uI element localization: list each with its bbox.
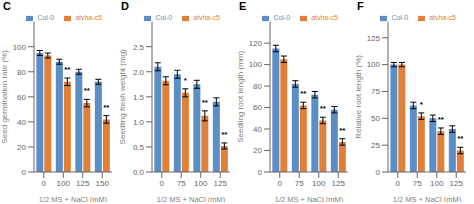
svg-text:25: 25 bbox=[371, 141, 380, 150]
svg-text:*: * bbox=[184, 76, 188, 85]
svg-text:100: 100 bbox=[249, 60, 263, 69]
svg-text:0: 0 bbox=[278, 179, 283, 188]
svg-text:100: 100 bbox=[194, 179, 208, 188]
svg-text:1/2 MS + NaCl (mM): 1/2 MS + NaCl (mM) bbox=[39, 195, 108, 202]
svg-text:2.5: 2.5 bbox=[133, 43, 145, 52]
svg-text:0.0: 0.0 bbox=[133, 168, 145, 177]
svg-text:20: 20 bbox=[253, 146, 262, 155]
html-text:atvha-c5: atvha-c5 bbox=[429, 14, 456, 21]
html-text:atvha-c5: atvha-c5 bbox=[311, 14, 338, 21]
svg-text:0.5: 0.5 bbox=[133, 143, 145, 152]
svg-text:Relative root length (%): Relative root length (%) bbox=[354, 55, 363, 139]
svg-text:40: 40 bbox=[253, 125, 262, 134]
svg-text:125: 125 bbox=[214, 179, 228, 188]
svg-text:1.0: 1.0 bbox=[133, 118, 145, 127]
svg-text:100: 100 bbox=[367, 60, 381, 69]
svg-text:**: ** bbox=[457, 134, 464, 143]
html-text:Col-0: Col-0 bbox=[37, 14, 55, 21]
html-text:E: E bbox=[239, 0, 247, 12]
html-text:D: D bbox=[121, 0, 129, 12]
svg-text:100: 100 bbox=[13, 43, 27, 52]
svg-text:*: * bbox=[420, 100, 424, 109]
svg-text:**: ** bbox=[84, 86, 91, 95]
svg-text:60: 60 bbox=[17, 93, 26, 102]
svg-text:75: 75 bbox=[295, 179, 304, 188]
svg-text:0: 0 bbox=[22, 168, 27, 177]
svg-text:1/2 MS + NaCl (mM): 1/2 MS + NaCl (mM) bbox=[275, 195, 344, 202]
svg-text:Seedling fresh weight (mg): Seedling fresh weight (mg) bbox=[118, 49, 127, 144]
svg-text:**: ** bbox=[438, 115, 445, 124]
svg-text:Seed germination rate (%): Seed germination rate (%) bbox=[8, 50, 9, 144]
svg-text:**: ** bbox=[339, 126, 346, 135]
svg-text:125: 125 bbox=[76, 179, 90, 188]
svg-text:120: 120 bbox=[249, 39, 263, 48]
html-text:F: F bbox=[357, 0, 364, 12]
svg-text:80: 80 bbox=[17, 68, 26, 77]
svg-text:40: 40 bbox=[17, 118, 26, 127]
svg-text:125: 125 bbox=[450, 179, 464, 188]
svg-text:1/2 MS + NaCl (mM): 1/2 MS + NaCl (mM) bbox=[157, 195, 226, 202]
svg-text:Seedling root length (mm): Seedling root length (mm) bbox=[236, 50, 245, 142]
html-text:atvha-c5: atvha-c5 bbox=[75, 14, 102, 21]
svg-text:**: ** bbox=[64, 65, 71, 74]
html-text:C: C bbox=[3, 0, 11, 12]
svg-text:125: 125 bbox=[367, 34, 381, 43]
svg-text:100: 100 bbox=[430, 179, 444, 188]
html-text:Col-0: Col-0 bbox=[155, 14, 173, 21]
svg-text:**: ** bbox=[300, 89, 307, 98]
svg-text:100: 100 bbox=[312, 179, 326, 188]
svg-text:1.5: 1.5 bbox=[133, 93, 145, 102]
html-text:Col-0: Col-0 bbox=[273, 14, 291, 21]
svg-text:1/2 MS + NaCl (mM): 1/2 MS + NaCl (mM) bbox=[393, 195, 462, 202]
svg-text:0: 0 bbox=[42, 179, 47, 188]
svg-text:80: 80 bbox=[253, 82, 262, 91]
svg-text:**: ** bbox=[221, 130, 228, 139]
svg-text:100: 100 bbox=[57, 179, 71, 188]
svg-text:60: 60 bbox=[253, 103, 262, 112]
svg-text:0: 0 bbox=[160, 179, 165, 188]
svg-text:0: 0 bbox=[396, 179, 401, 188]
svg-text:75: 75 bbox=[371, 87, 380, 96]
svg-text:2.0: 2.0 bbox=[133, 68, 145, 77]
svg-text:**: ** bbox=[202, 98, 209, 107]
svg-text:125: 125 bbox=[332, 179, 346, 188]
svg-text:**: ** bbox=[103, 103, 110, 112]
svg-text:75: 75 bbox=[177, 179, 186, 188]
svg-text:0: 0 bbox=[258, 168, 263, 177]
svg-text:20: 20 bbox=[17, 143, 26, 152]
svg-text:0: 0 bbox=[376, 168, 381, 177]
html-text:atvha-c5: atvha-c5 bbox=[193, 14, 220, 21]
html-text:Col-0: Col-0 bbox=[391, 14, 409, 21]
svg-text:**: ** bbox=[320, 104, 327, 113]
svg-text:50: 50 bbox=[371, 114, 380, 123]
svg-text:75: 75 bbox=[413, 179, 422, 188]
svg-text:150: 150 bbox=[96, 179, 110, 188]
